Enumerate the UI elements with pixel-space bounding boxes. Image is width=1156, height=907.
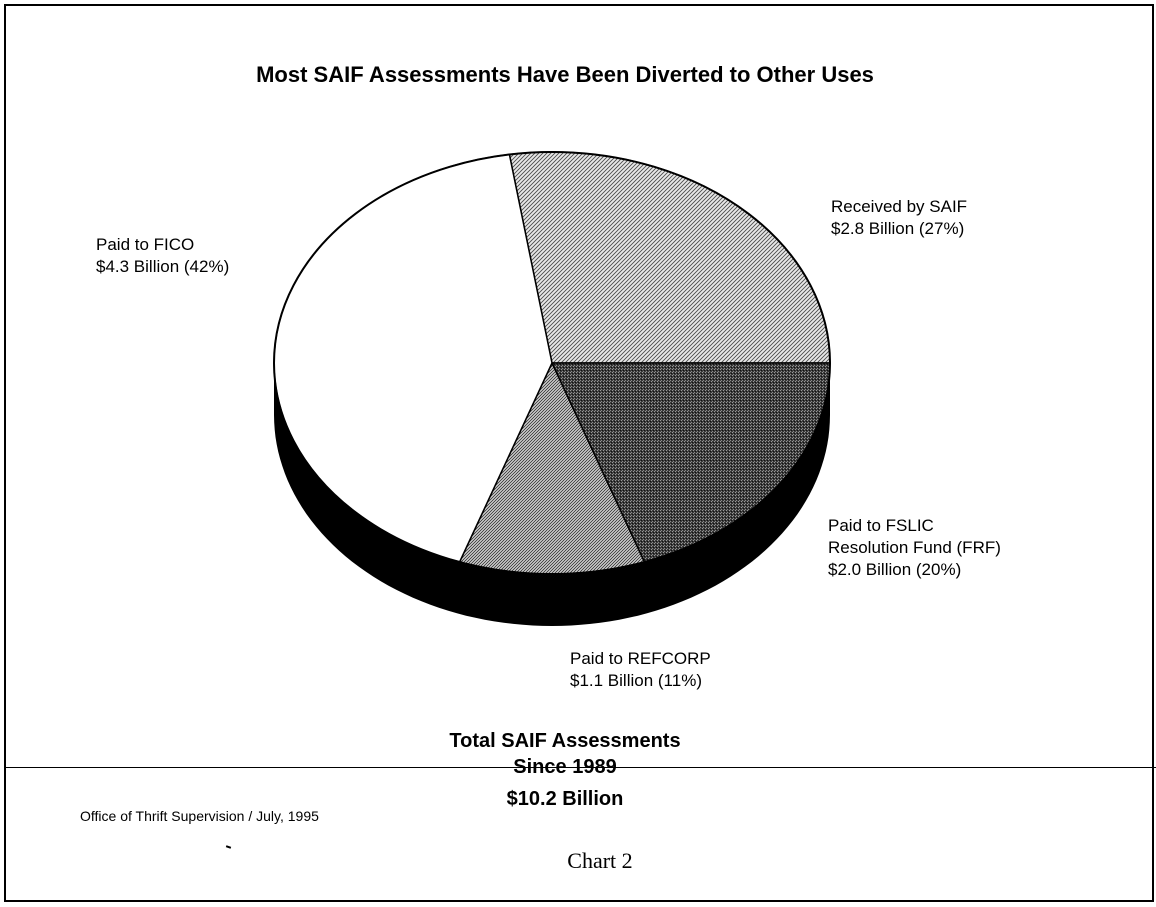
pie-3d-side	[274, 363, 830, 626]
label-frf-amount: $2.0 Billion (20%)	[828, 560, 962, 579]
label-saif-name: Received by SAIF	[831, 197, 968, 216]
label-fico-amount: $4.3 Billion (42%)	[96, 257, 230, 276]
label-paid-to-fico: Paid to FICO $4.3 Billion (42%)	[96, 234, 229, 278]
source-note: Office of Thrift Supervision / July, 199…	[80, 808, 319, 824]
pie-side-band	[274, 363, 830, 626]
label-fico-name: Paid to FICO	[96, 235, 195, 254]
pie-rim	[273, 151, 831, 575]
pie-slices	[273, 151, 831, 575]
chart-title: Most SAIF Assessments Have Been Diverted…	[256, 62, 874, 87]
chart-frame	[4, 4, 1154, 902]
label-paid-to-refcorp: Paid to REFCORP $1.1 Billion (11%)	[570, 648, 711, 692]
total-amount: $10.2 Billion	[506, 788, 624, 810]
label-frf-name-line1: Paid to FSLIC	[828, 516, 934, 535]
label-refcorp-name: Paid to REFCORP	[570, 649, 711, 668]
label-refcorp-amount: $1.1 Billion (11%)	[570, 671, 702, 690]
label-received-by-saif: Received by SAIF $2.8 Billion (27%)	[831, 196, 967, 240]
divider-line	[4, 767, 1156, 768]
chart-caption: Chart 2	[567, 848, 633, 873]
label-saif-amount: $2.8 Billion (27%)	[831, 219, 965, 238]
pie-slice-saif	[508, 151, 831, 364]
label-frf-name-line2: Resolution Fund (FRF)	[828, 538, 1001, 557]
total-line1: Total SAIF Assessments	[449, 730, 681, 752]
label-paid-to-frf: Paid to FSLIC Resolution Fund (FRF) $2.0…	[828, 515, 1001, 581]
total-line2: Since 1989	[513, 756, 617, 778]
